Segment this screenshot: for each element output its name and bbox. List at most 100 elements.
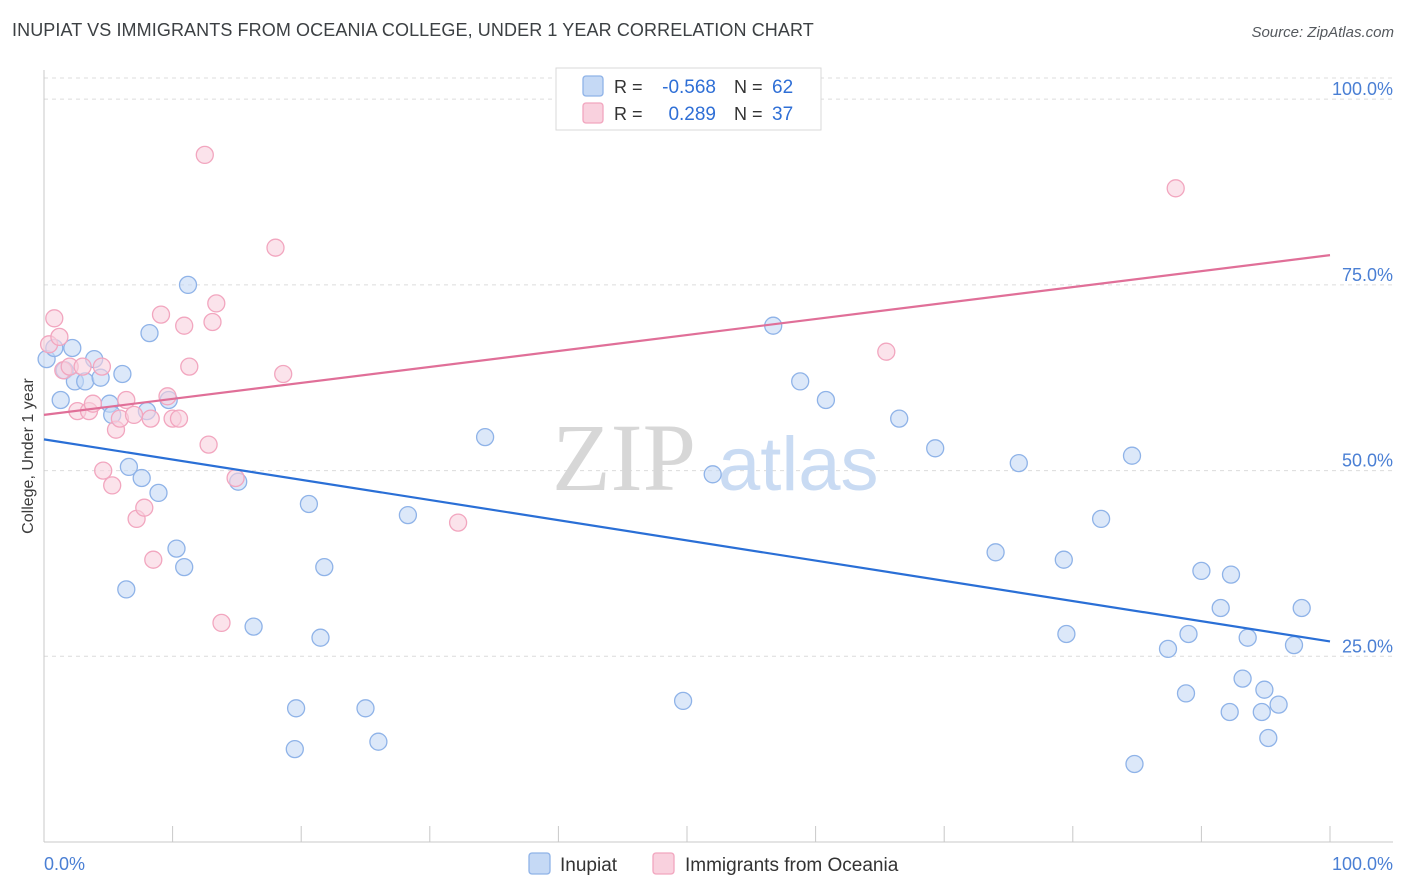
trend-line-oceania: [43, 254, 1331, 416]
point-oceania: [135, 498, 154, 517]
point-inupiat: [1176, 684, 1196, 703]
point-inupiat: [140, 323, 159, 343]
point-oceania: [212, 613, 231, 633]
point-inupiat: [1158, 639, 1178, 659]
x-ticks: [43, 826, 1331, 842]
point-inupiat: [311, 628, 330, 647]
point-inupiat: [986, 543, 1005, 562]
point-oceania: [274, 364, 293, 384]
legend-label-inupiat: Inupiat: [560, 855, 618, 876]
y-tick-label: 100.0%: [1332, 79, 1393, 99]
grid-lines: [44, 77, 1393, 657]
point-inupiat: [113, 364, 132, 384]
axes: [43, 70, 1393, 843]
legend-r-value: -0.568: [662, 77, 716, 98]
point-inupiat: [398, 505, 418, 525]
chart-title: INUPIAT VS IMMIGRANTS FROM OCEANIA COLLE…: [12, 20, 814, 40]
point-inupiat: [149, 483, 168, 503]
point-oceania: [151, 305, 171, 324]
legend-n-value: 62: [772, 77, 793, 98]
point-inupiat: [286, 699, 306, 718]
point-oceania: [45, 309, 64, 328]
point-oceania: [73, 357, 92, 376]
point-inupiat: [1192, 561, 1211, 581]
legend-n-label: N =: [734, 104, 763, 124]
point-oceania: [203, 312, 222, 332]
y-axis-label: College, Under 1 year: [20, 378, 37, 534]
point-inupiat: [51, 390, 70, 410]
point-inupiat: [1122, 446, 1142, 465]
point-inupiat: [285, 739, 304, 759]
point-oceania: [50, 327, 69, 347]
point-inupiat: [1269, 695, 1288, 714]
series-legend: Inupiat Immigrants from Oceania: [528, 852, 899, 876]
correlation-legend: R = -0.568 N = 62 R = 0.289 N = 37: [555, 67, 822, 131]
trend-line-inupiat: [43, 438, 1331, 643]
x-tick-label-max: 100.0%: [1332, 854, 1393, 874]
point-inupiat: [1252, 702, 1271, 722]
point-oceania: [195, 145, 214, 165]
point-oceania: [169, 409, 189, 428]
point-oceania: [877, 342, 896, 361]
point-inupiat: [1233, 669, 1252, 688]
point-inupiat: [178, 275, 198, 295]
point-inupiat: [76, 372, 95, 391]
point-oceania: [124, 405, 144, 425]
point-inupiat: [356, 699, 375, 718]
point-inupiat: [1220, 702, 1239, 722]
trend-lines: [43, 254, 1331, 643]
point-oceania: [175, 316, 194, 335]
legend-swatch-oceania: [582, 102, 604, 124]
y-tick-labels: 25.0% 50.0% 75.0% 100.0%: [1332, 79, 1393, 656]
legend-r-value: 0.289: [668, 104, 716, 125]
point-inupiat: [119, 457, 139, 477]
legend-r-label: R =: [614, 104, 643, 124]
source-label: Source: ZipAtlas.com: [1251, 24, 1394, 41]
point-inupiat: [890, 409, 909, 428]
point-inupiat: [1284, 635, 1304, 655]
point-inupiat: [1292, 598, 1311, 618]
point-inupiat: [703, 465, 722, 484]
point-oceania: [94, 461, 113, 480]
point-inupiat: [132, 468, 151, 488]
point-inupiat: [369, 732, 388, 751]
watermark-zip: ZIP: [552, 404, 696, 511]
point-inupiat: [926, 439, 945, 458]
point-inupiat: [1091, 509, 1111, 529]
point-oceania: [158, 387, 177, 406]
legend-swatch-inupiat-bottom: [528, 852, 551, 875]
point-inupiat: [1057, 624, 1076, 644]
point-oceania: [226, 468, 245, 488]
legend-swatch-oceania-bottom: [652, 852, 675, 875]
point-oceania: [199, 435, 218, 454]
point-inupiat: [117, 580, 136, 599]
legend-swatch-inupiat: [582, 75, 604, 97]
point-inupiat: [791, 372, 810, 391]
point-inupiat: [315, 557, 334, 577]
point-inupiat: [1054, 550, 1073, 569]
point-oceania: [144, 550, 163, 569]
legend-n-value: 37: [772, 104, 793, 125]
point-inupiat: [63, 338, 82, 358]
point-oceania: [266, 238, 285, 257]
point-inupiat: [1259, 728, 1278, 748]
data-points: [37, 145, 1311, 774]
point-oceania: [92, 357, 112, 376]
point-oceania: [207, 294, 226, 313]
point-inupiat: [475, 427, 495, 447]
watermark: ZIP atlas: [552, 404, 879, 511]
y-tick-label: 50.0%: [1342, 451, 1393, 471]
legend-r-label: R =: [614, 77, 643, 97]
point-inupiat: [673, 691, 693, 711]
point-inupiat: [244, 617, 263, 636]
point-oceania: [141, 409, 160, 428]
watermark-atlas: atlas: [718, 422, 879, 507]
x-tick-label-min: 0.0%: [44, 854, 85, 874]
point-oceania: [103, 476, 122, 495]
point-inupiat: [175, 557, 194, 577]
legend-label-oceania: Immigrants from Oceania: [685, 855, 899, 876]
point-inupiat: [1009, 453, 1028, 473]
point-inupiat: [1211, 598, 1230, 618]
point-inupiat: [816, 390, 836, 410]
